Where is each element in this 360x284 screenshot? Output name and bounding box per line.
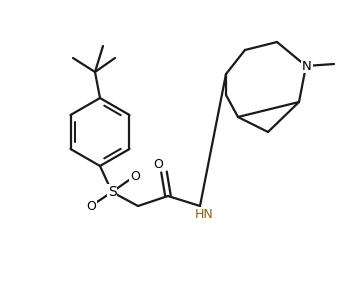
- Text: O: O: [86, 199, 96, 212]
- Text: S: S: [108, 185, 116, 199]
- Text: O: O: [153, 158, 163, 170]
- Text: HN: HN: [195, 208, 213, 220]
- Text: O: O: [130, 170, 140, 183]
- Text: N: N: [302, 60, 312, 72]
